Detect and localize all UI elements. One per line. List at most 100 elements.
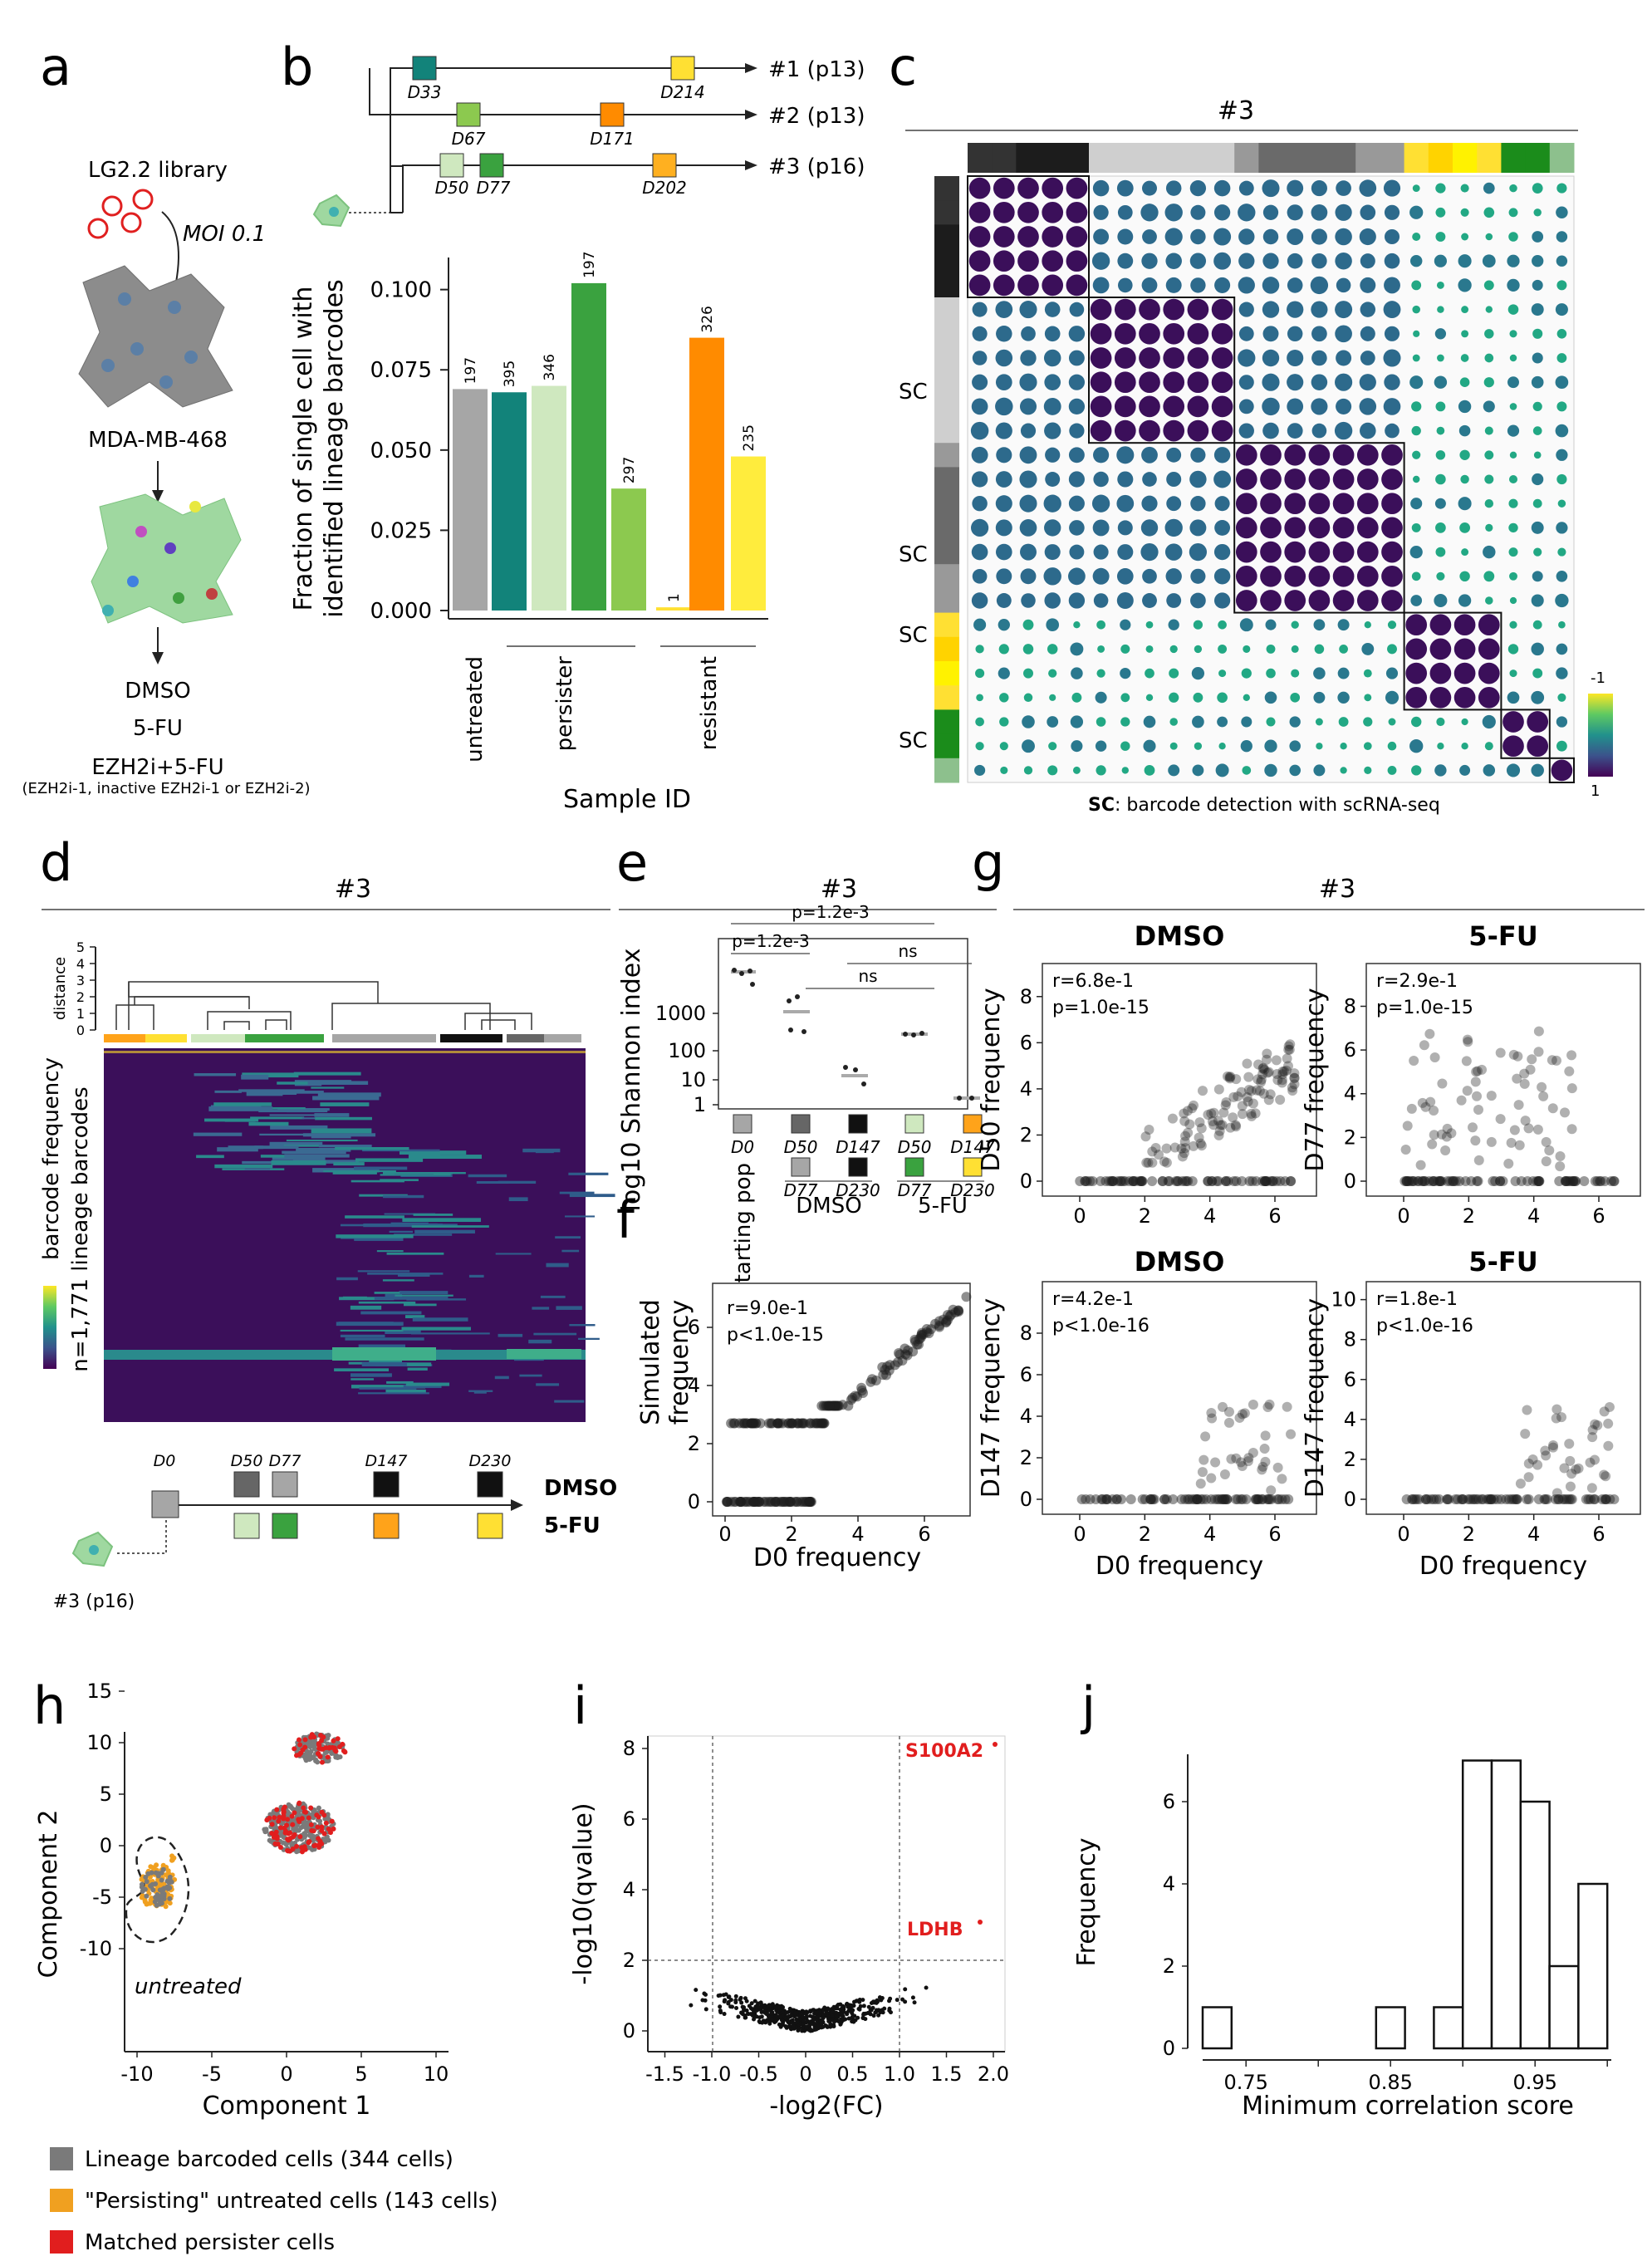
- c-cluster-block: [1500, 709, 1551, 759]
- g-point: [1234, 1412, 1245, 1423]
- h-point: [153, 1895, 159, 1900]
- g-point: [1207, 1176, 1218, 1186]
- g-point: [1081, 1176, 1092, 1186]
- c-matrix-cell: [1508, 208, 1518, 218]
- c-matrix-cell: [1335, 252, 1352, 270]
- g-point: [1448, 1176, 1458, 1186]
- h-point: [297, 1834, 303, 1840]
- c-matrix-cell: [1384, 204, 1400, 220]
- c-matrix-cell: [1093, 204, 1109, 220]
- c-matrix-cell: [1189, 179, 1207, 197]
- c-row-annotation: [934, 321, 959, 346]
- d-heat-streak: [357, 1270, 410, 1273]
- g-point: [1101, 1494, 1111, 1504]
- c-col-annotation: [1040, 143, 1066, 173]
- c-matrix-cell: [1287, 398, 1304, 415]
- h-y-tick-label: 15: [86, 1680, 112, 1703]
- h-legend-swatch-red: [50, 2230, 73, 2254]
- c-matrix-cell: [1169, 692, 1179, 703]
- g-point: [1581, 1494, 1591, 1504]
- g-point: [1568, 1176, 1579, 1186]
- g-point: [1512, 1051, 1523, 1062]
- b-y-tick-label: 0.100: [370, 278, 432, 303]
- c-matrix-cell: [1068, 592, 1086, 609]
- g-point: [1214, 1494, 1225, 1504]
- h-point: [294, 1753, 300, 1758]
- g-point: [1224, 1073, 1235, 1084]
- h-point: [315, 1751, 321, 1757]
- i-point: [752, 1999, 757, 2003]
- g-point: [1585, 1494, 1596, 1504]
- g-point: [1280, 1494, 1291, 1504]
- h-point: [324, 1758, 330, 1763]
- c-matrix-cell: [1531, 690, 1545, 704]
- g-point: [1566, 1124, 1577, 1135]
- h-x-tick-label: 0: [280, 2062, 292, 2086]
- e-swatch: [963, 1157, 983, 1177]
- i-point: [718, 2004, 723, 2009]
- g-plot-title: 5-FU: [1468, 920, 1537, 952]
- c-matrix-cell: [1000, 766, 1008, 774]
- c-matrix-cell: [1459, 764, 1471, 776]
- c-matrix-cell: [1215, 763, 1229, 777]
- c-matrix-cell: [1478, 662, 1500, 684]
- c-matrix-cell: [1291, 645, 1299, 653]
- h-point: [142, 1897, 148, 1903]
- g-point: [1104, 1176, 1115, 1186]
- h-point: [154, 1862, 159, 1868]
- g-point: [1465, 1494, 1476, 1504]
- g-point: [1231, 1176, 1242, 1186]
- c-matrix-cell: [1509, 451, 1517, 459]
- g-y-tick-label: 2: [1020, 1123, 1032, 1146]
- c-matrix-cell: [1412, 305, 1420, 314]
- i-x-tick-label: 2.0: [978, 2062, 1009, 2086]
- d-heat-streak: [296, 1147, 351, 1152]
- g-point: [1213, 1084, 1224, 1095]
- c-matrix-cell: [1043, 397, 1061, 415]
- i-point: [726, 1999, 731, 2004]
- c-matrix-cell: [1117, 253, 1134, 269]
- c-matrix-cell: [1164, 204, 1183, 222]
- c-matrix-cell: [1291, 669, 1300, 678]
- i-x-tick-label: -1.5: [645, 2062, 684, 2086]
- c-matrix-cell: [1017, 274, 1039, 297]
- g-point: [1599, 1469, 1610, 1480]
- g-point: [1592, 1420, 1603, 1430]
- f-x-tick-label: 0: [718, 1523, 731, 1546]
- c-matrix-cell: [976, 694, 983, 702]
- g-point: [1587, 1432, 1598, 1443]
- c-matrix-cell: [1308, 444, 1331, 466]
- c-matrix-cell: [1262, 228, 1279, 245]
- g-y-tick-label: 4: [1344, 1082, 1356, 1106]
- g-point: [1236, 1494, 1247, 1504]
- g-point: [1495, 1114, 1506, 1125]
- h-point: [301, 1831, 307, 1837]
- i-point: [760, 2020, 765, 2025]
- i-point: [739, 2010, 744, 2015]
- d-heat-streak: [269, 1114, 323, 1116]
- h-point: [289, 1813, 295, 1819]
- c-matrix-cell: [1384, 228, 1400, 245]
- c-matrix-cell: [1556, 329, 1567, 339]
- g-point: [1266, 1485, 1277, 1496]
- c-matrix-cell: [1238, 277, 1255, 294]
- c-matrix-cell: [1019, 301, 1037, 319]
- c-matrix-cell: [1021, 326, 1036, 341]
- c-matrix-cell: [1142, 568, 1157, 584]
- g-point: [1277, 1069, 1288, 1080]
- h-y-tick-label: -10: [80, 1937, 112, 1960]
- c-matrix-cell: [1262, 397, 1280, 416]
- d-heat-streak: [390, 1222, 429, 1225]
- c-matrix-cell: [1436, 571, 1445, 581]
- c-matrix-cell: [1042, 177, 1064, 199]
- c-matrix-cell: [1435, 450, 1446, 460]
- g-point: [1191, 1494, 1202, 1504]
- g-point: [1168, 1494, 1179, 1504]
- g-point: [1548, 1440, 1559, 1451]
- h-point: [335, 1736, 341, 1742]
- c-matrix-cell: [1381, 590, 1403, 611]
- g-point: [1226, 1454, 1237, 1464]
- g-point: [1219, 1494, 1230, 1504]
